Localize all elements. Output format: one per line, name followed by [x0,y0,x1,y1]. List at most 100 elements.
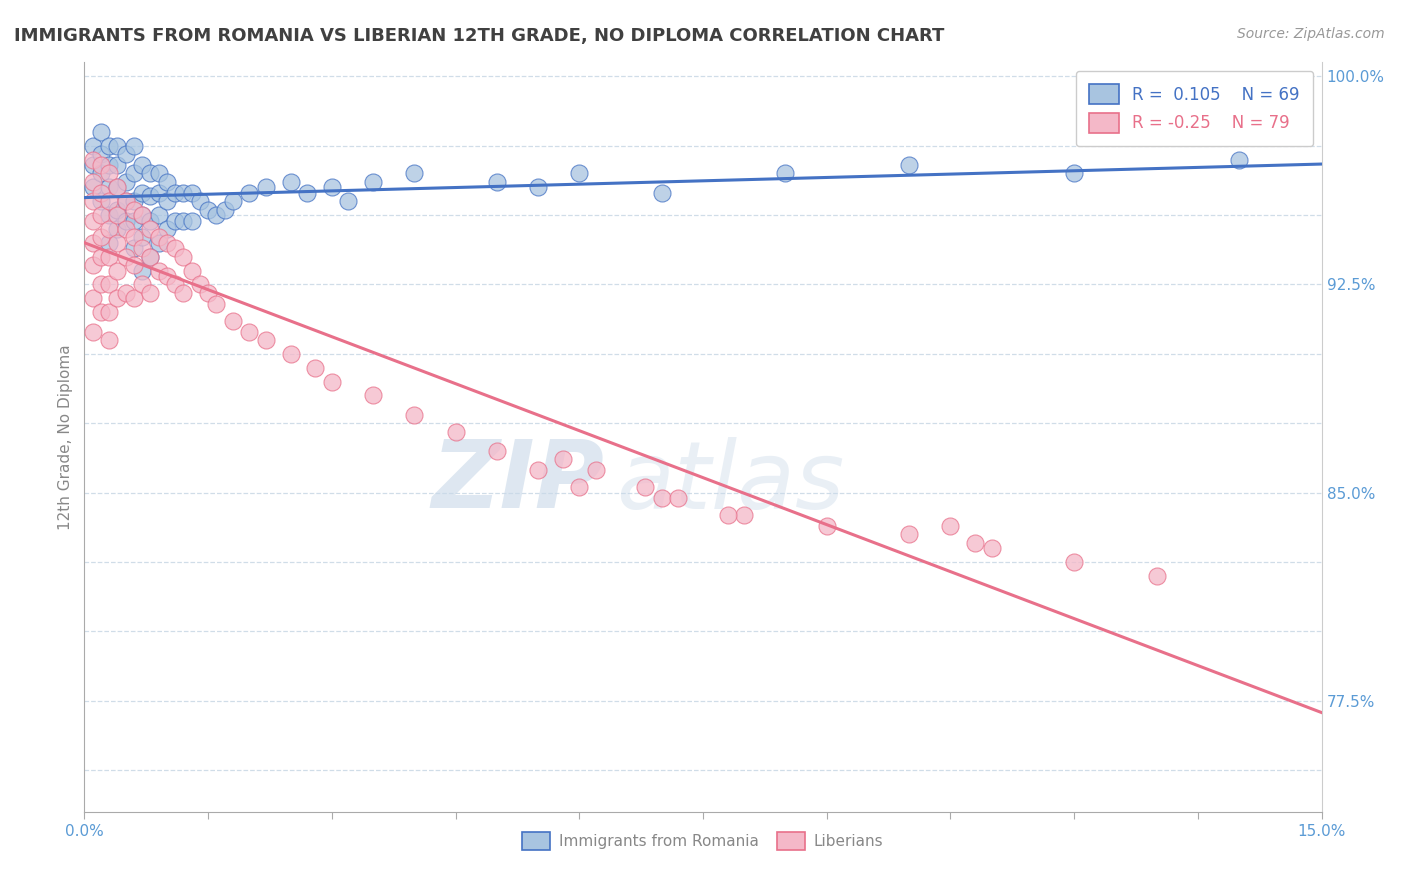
Point [254,180,277,194]
Point [156,175,179,189]
Point [139,250,162,264]
Point [197,285,219,300]
Point [180,186,202,200]
Point [114,250,136,264]
Point [634,480,657,494]
Point [98,158,121,172]
Point [139,285,162,300]
Point [165,277,187,292]
Point [568,480,591,494]
Point [98,235,121,250]
Point [188,277,211,292]
Point [105,208,128,222]
Point [98,250,121,264]
Point [105,180,128,194]
Point [172,213,194,227]
Point [122,230,145,244]
Point [205,208,228,222]
Point [82,138,104,153]
Point [82,153,104,167]
Point [122,194,145,209]
Point [321,180,343,194]
Point [172,285,194,300]
Point [404,408,426,422]
Point [98,305,121,319]
Point [148,186,170,200]
Point [122,213,145,227]
Point [82,291,104,305]
Point [105,158,128,172]
Point [105,202,128,217]
Point [304,360,326,375]
Point [131,208,153,222]
Text: ZIP: ZIP [432,436,605,528]
Point [551,452,574,467]
Point [98,194,121,209]
Point [733,508,755,522]
Point [815,519,838,533]
Point [114,175,136,189]
Point [156,222,179,236]
Point [131,208,153,222]
Point [131,186,153,200]
Point [105,138,128,153]
Point [98,208,121,222]
Point [82,258,104,272]
Point [180,213,202,227]
Point [666,491,689,505]
Point [238,186,260,200]
Legend: Immigrants from Romania, Liberians: Immigrants from Romania, Liberians [516,826,890,856]
Point [238,325,260,339]
Point [114,222,136,236]
Point [114,194,136,209]
Point [82,194,104,209]
Point [172,186,194,200]
Point [337,194,360,209]
Point [148,166,170,180]
Point [90,305,112,319]
Point [485,175,508,189]
Point [98,138,121,153]
Point [131,277,153,292]
Text: Source: ZipAtlas.com: Source: ZipAtlas.com [1237,27,1385,41]
Point [361,175,384,189]
Point [527,180,550,194]
Point [114,285,136,300]
Point [122,166,145,180]
Text: IMMIGRANTS FROM ROMANIA VS LIBERIAN 12TH GRADE, NO DIPLOMA CORRELATION CHART: IMMIGRANTS FROM ROMANIA VS LIBERIAN 12TH… [14,27,945,45]
Point [90,194,112,209]
Point [122,258,145,272]
Point [165,241,187,255]
Point [114,194,136,209]
Point [122,202,145,217]
Point [82,175,104,189]
Point [197,202,219,217]
Point [172,250,194,264]
Point [90,147,112,161]
Point [485,444,508,458]
Point [1146,569,1168,583]
Point [131,241,153,255]
Point [98,166,121,180]
Point [568,166,591,180]
Point [280,347,302,361]
Point [898,158,921,172]
Point [90,250,112,264]
Point [148,263,170,277]
Point [148,208,170,222]
Point [90,230,112,244]
Point [1063,166,1085,180]
Point [105,263,128,277]
Point [98,222,121,236]
Point [139,213,162,227]
Point [295,186,318,200]
Point [180,263,202,277]
Point [1227,153,1250,167]
Point [939,519,962,533]
Point [139,166,162,180]
Point [165,186,187,200]
Point [156,235,179,250]
Point [717,508,740,522]
Point [82,158,104,172]
Point [114,147,136,161]
